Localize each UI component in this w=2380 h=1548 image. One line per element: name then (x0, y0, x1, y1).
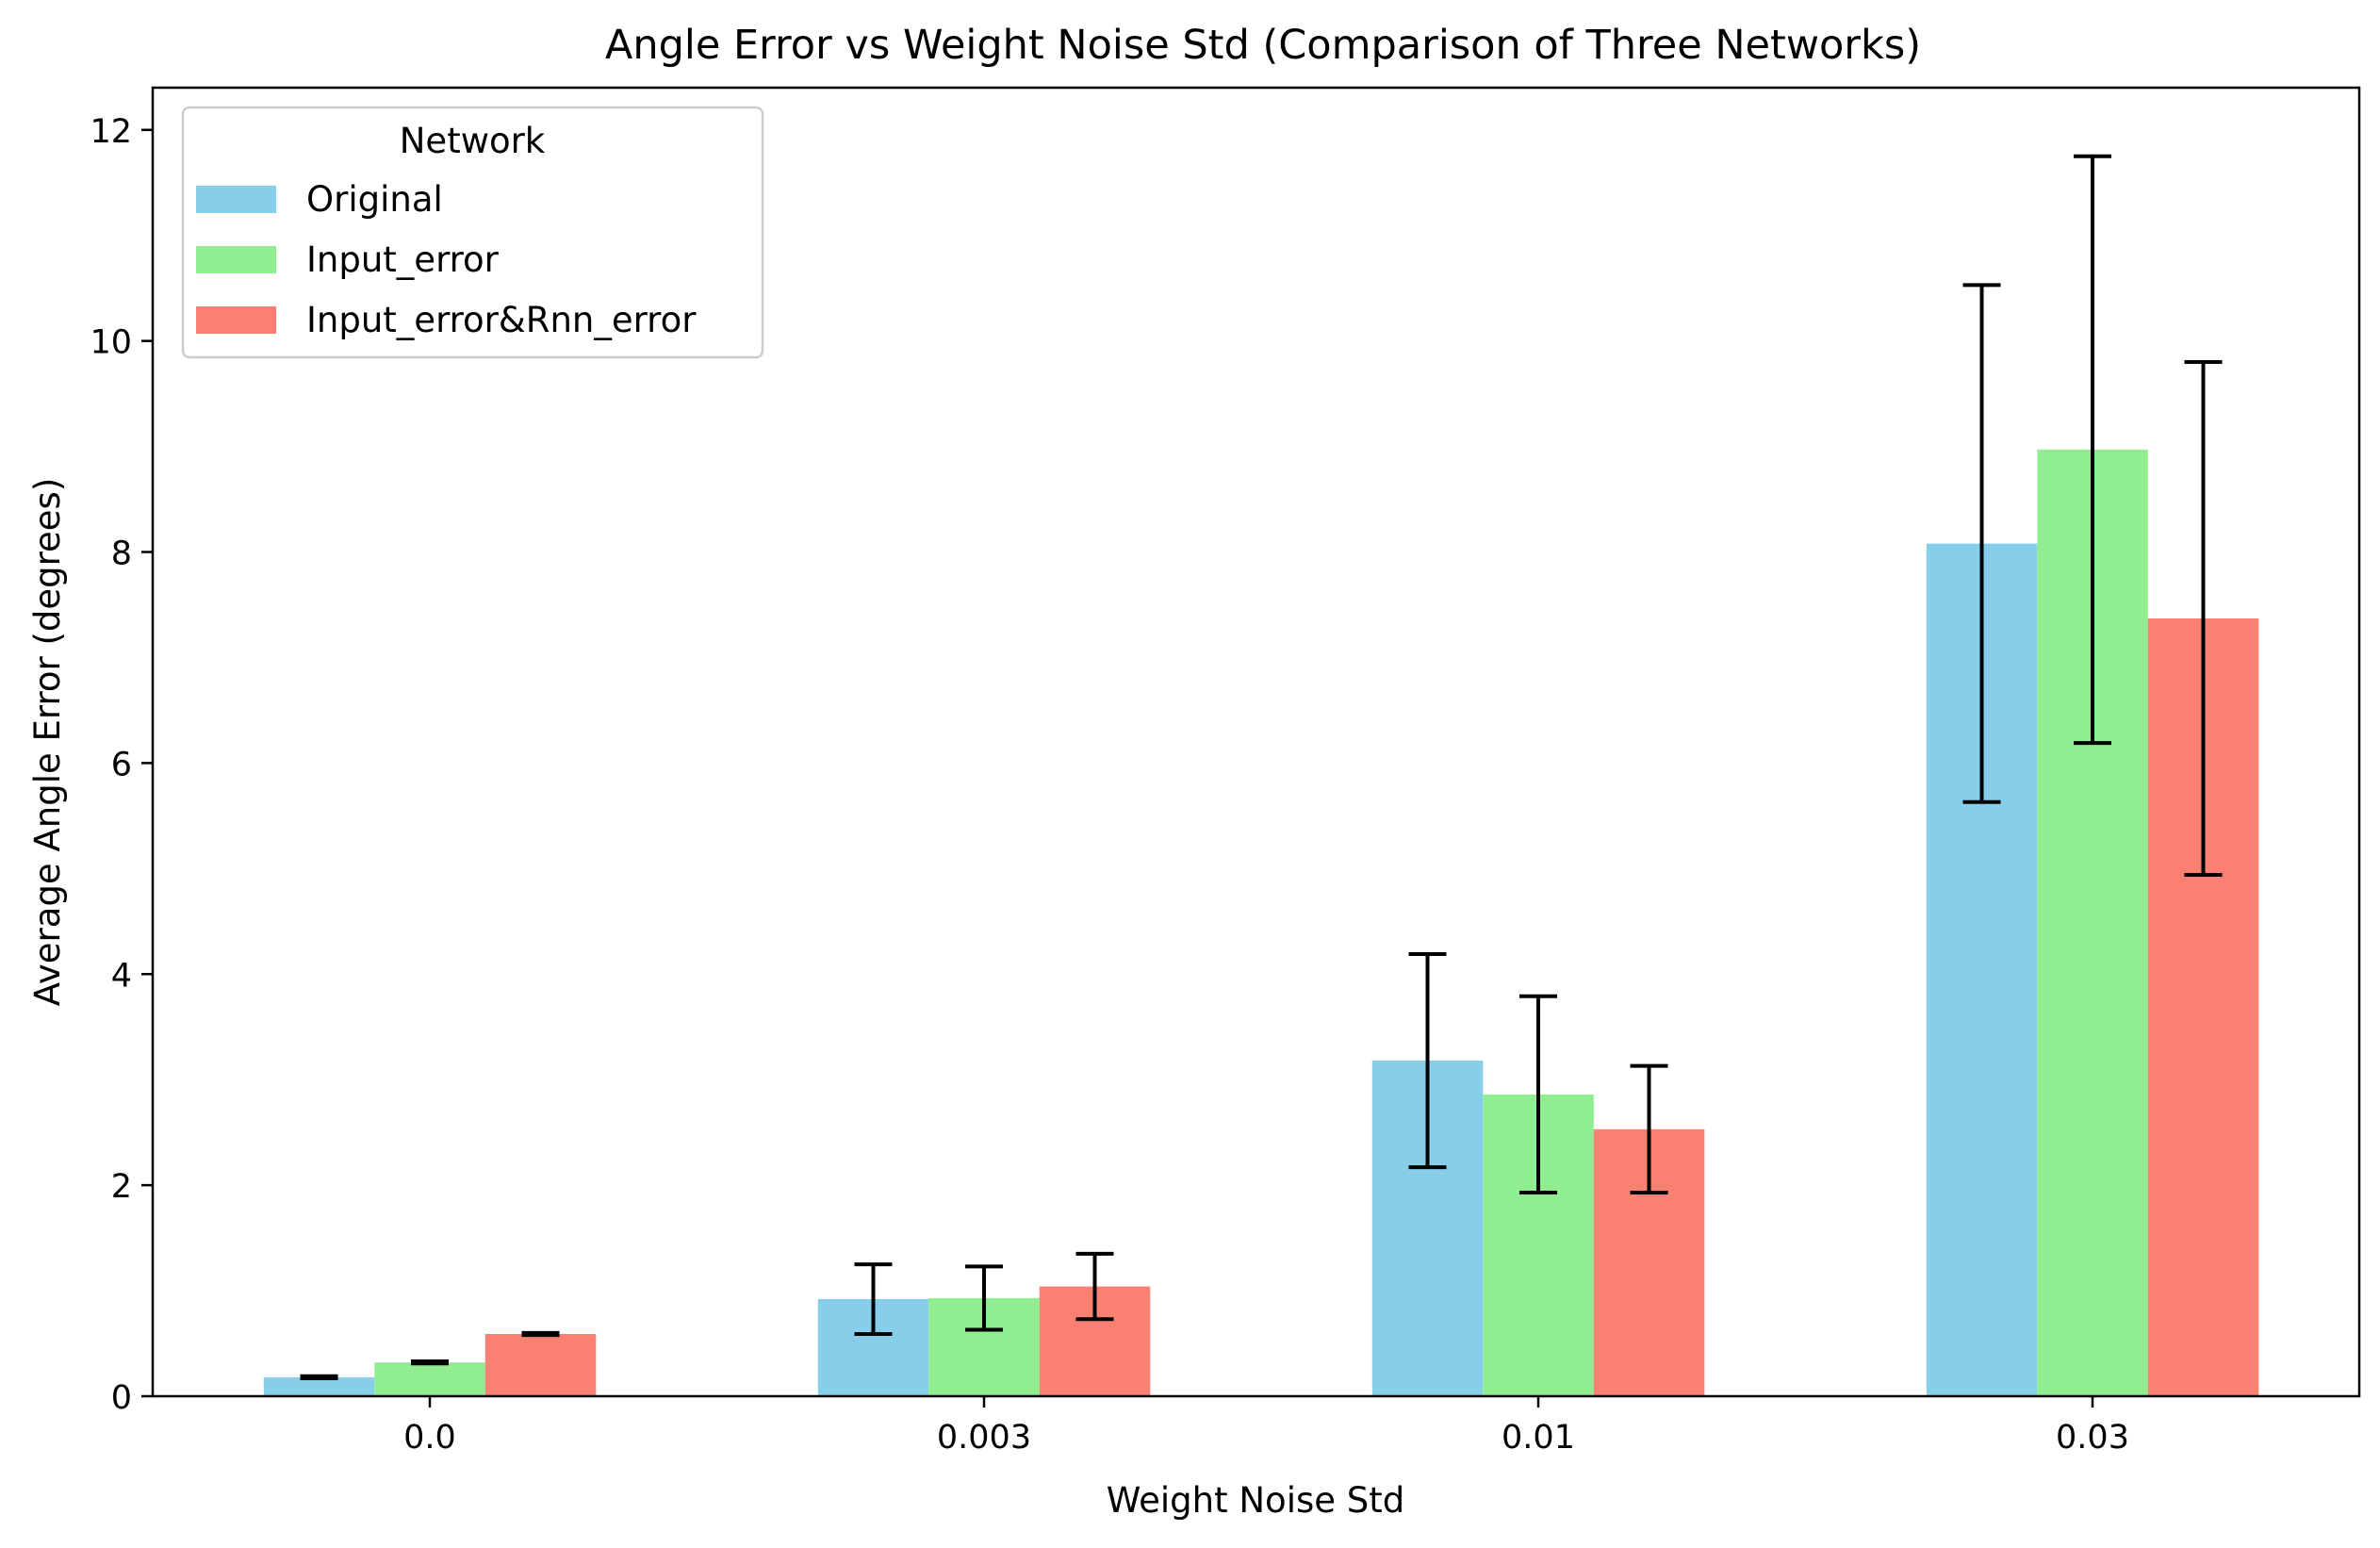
y-tick-label: 10 (90, 324, 132, 362)
x-axis-label: Weight Noise Std (1107, 1480, 1405, 1521)
error-bar (521, 1330, 560, 1338)
errorbars-layer (300, 154, 2223, 1380)
legend-entry: Input_error (196, 239, 500, 280)
y-tick-label: 6 (111, 746, 132, 783)
error-bar (411, 1359, 449, 1366)
bar (374, 1362, 485, 1396)
error-bar (1519, 994, 1557, 1194)
y-tick-label: 2 (111, 1168, 132, 1206)
legend-entry: Original (196, 179, 443, 220)
x-tick-label: 0.0 (403, 1419, 456, 1457)
bars-layer (263, 449, 2259, 1396)
y-tick-label: 0 (111, 1379, 132, 1417)
x-tick-label: 0.03 (2056, 1419, 2129, 1457)
y-axis: 0 2 4 6 8 10 12 (90, 113, 153, 1417)
legend-entry: Input_error&Rnn_error (196, 300, 697, 340)
x-tick-label: 0.003 (937, 1419, 1031, 1457)
legend-entries: Original Input_error Input_error&Rnn_error (196, 179, 697, 340)
y-tick-label: 8 (111, 535, 132, 573)
error-bar (854, 1262, 893, 1336)
error-bar (965, 1264, 1003, 1332)
error-bar (2184, 360, 2223, 878)
legend-label: Original (306, 179, 443, 220)
legend-title: Network (400, 121, 546, 161)
legend-label: Input_error&Rnn_error (306, 300, 697, 340)
error-bar (1630, 1063, 1668, 1194)
error-bar (1408, 951, 1447, 1170)
y-tick-label: 12 (90, 113, 132, 151)
x-axis: 0.0 0.003 0.01 0.03 (403, 1396, 2129, 1457)
error-bar (1075, 1251, 1114, 1322)
legend-swatch (196, 246, 276, 273)
legend-swatch (196, 306, 276, 334)
chart-title: Angle Error vs Weight Noise Std (Compari… (605, 22, 1921, 69)
bar (484, 1334, 597, 1396)
error-bar (1962, 283, 2001, 804)
legend-box (181, 106, 764, 359)
legend-label: Input_error (306, 239, 500, 280)
legend: Network Original Input_error Input_error&R… (181, 106, 764, 359)
error-bar (300, 1374, 338, 1380)
x-tick-label: 0.01 (1502, 1419, 1575, 1457)
error-bar (2074, 154, 2111, 746)
bar (263, 1376, 375, 1396)
y-tick-label: 4 (111, 957, 132, 995)
y-axis-label: Average Angle Error (degrees) (27, 478, 68, 1007)
plot-frame (151, 86, 2361, 1398)
legend-swatch (196, 186, 276, 213)
